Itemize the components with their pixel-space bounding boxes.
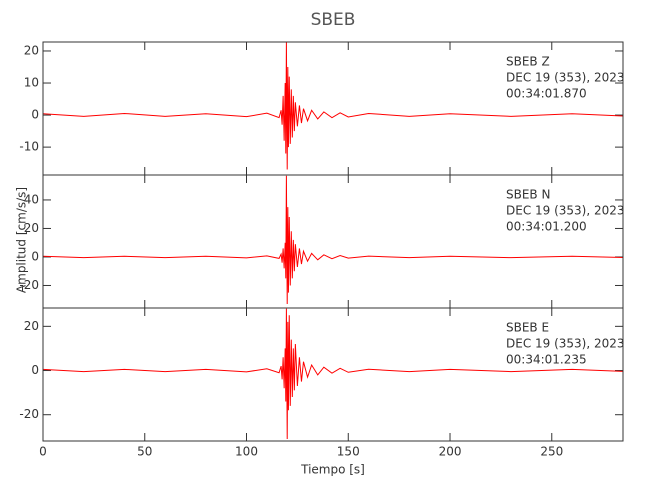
y-tick-label: -20 <box>19 407 39 421</box>
panel-frame <box>42 307 624 442</box>
y-tick-label: 10 <box>24 76 39 90</box>
chart-title: SBEB <box>311 10 356 30</box>
y-tick-label: 20 <box>24 43 39 57</box>
x-axis-label: Tiempo [s] <box>300 463 365 477</box>
y-axis-label: Amplitud [cm/s/s] <box>15 187 29 293</box>
annotation: DEC 19 (353), 2023 <box>506 337 625 351</box>
waveform <box>43 175 623 305</box>
y-tick-label: -20 <box>19 278 39 292</box>
annotation: SBEB N <box>506 188 550 202</box>
y-tick-label: 0 <box>31 108 39 122</box>
x-tick-label: 50 <box>137 445 152 459</box>
y-tick-label: 20 <box>24 319 39 333</box>
y-tick-label: 40 <box>24 192 39 206</box>
x-tick-label: 200 <box>439 445 462 459</box>
annotation: DEC 19 (353), 2023 <box>506 71 625 85</box>
x-tick-label: 250 <box>540 445 563 459</box>
y-tick-label: 20 <box>24 221 39 235</box>
x-tick-label: 150 <box>337 445 360 459</box>
annotation: SBEB Z <box>506 55 550 69</box>
y-tick-label: 0 <box>31 249 39 263</box>
y-tick-label: -10 <box>19 140 39 154</box>
annotation: SBEB E <box>506 321 549 335</box>
waveform <box>43 308 623 440</box>
annotation: 00:34:01.235 <box>506 353 587 367</box>
annotation: 00:34:01.200 <box>506 220 587 234</box>
y-tick-label: 0 <box>31 363 39 377</box>
x-tick-label: 100 <box>235 445 258 459</box>
annotation: 00:34:01.870 <box>506 87 587 101</box>
annotation: DEC 19 (353), 2023 <box>506 204 625 218</box>
waveform <box>43 42 623 170</box>
x-tick-label: 0 <box>39 445 47 459</box>
